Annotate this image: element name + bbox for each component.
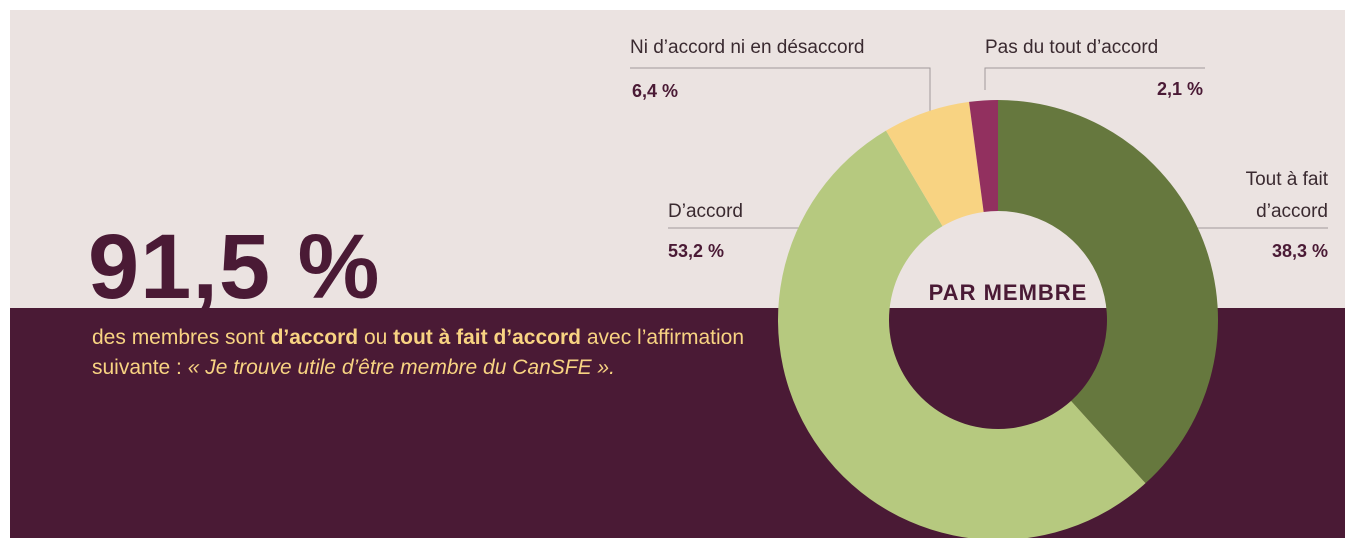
text: d’accord (270, 326, 359, 349)
text: tout à fait d’accord (393, 326, 581, 349)
description: des membres sont d’accord ou tout à fait… (92, 323, 772, 383)
text: avec l’affirmation suivante : (92, 326, 745, 379)
text: des membres sont (92, 326, 271, 349)
leader-line (984, 67, 1205, 90)
center-label: PAR MEMBRE (928, 280, 1088, 305)
category-label: D’accord (668, 201, 743, 222)
category-label: Ni d’accord ni en désaccord (630, 37, 865, 58)
category-label: Tout à fait d’accord (1245, 169, 1328, 222)
headline: 91,5 % (88, 216, 381, 318)
leader-line (630, 67, 931, 122)
value-label: 38,3 % (1271, 241, 1328, 261)
category-label: Pas du tout d’accord (985, 37, 1159, 58)
slice (778, 130, 1146, 538)
text: ou (358, 326, 394, 349)
value-label: 53,2 % (668, 241, 725, 261)
slice (969, 100, 998, 212)
slice (998, 100, 1218, 484)
value-label: 6,4 % (632, 81, 679, 101)
slice (886, 101, 984, 227)
text: « Je trouve utile d’être membre du CanSF… (187, 356, 615, 379)
chart (630, 67, 1328, 538)
infographic: 91,5 % des membres sont d’accord ou tout… (10, 10, 1345, 538)
value-label: 2,1 % (1156, 79, 1203, 99)
